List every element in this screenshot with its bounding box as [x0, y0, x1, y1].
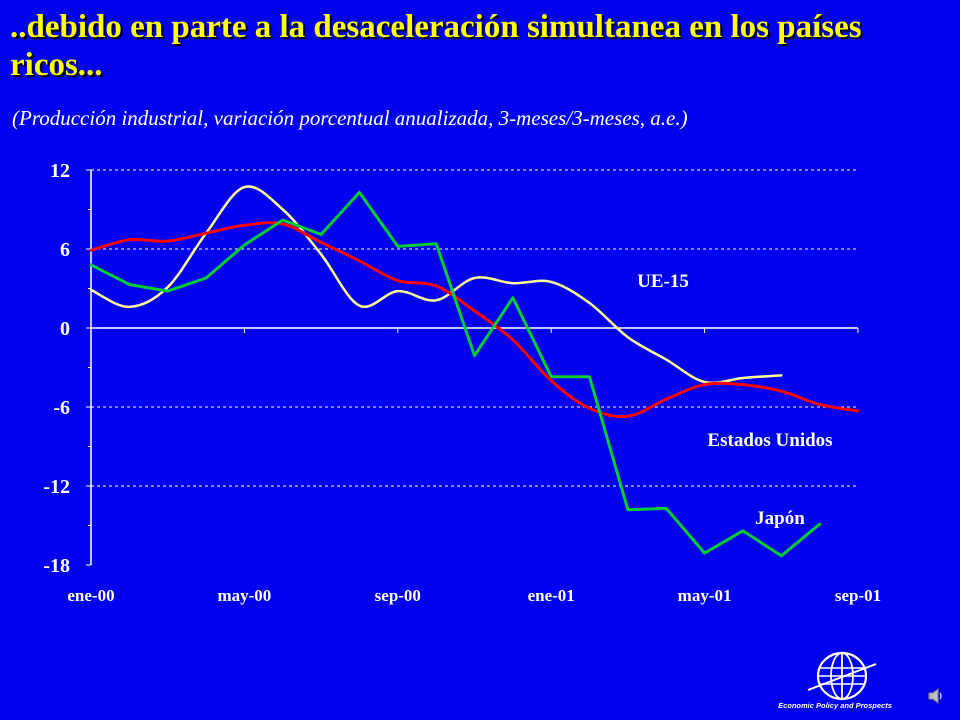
series-label-0: UE-15 [637, 271, 689, 292]
y-tick-label: -18 [43, 555, 70, 577]
chart-gridlines [91, 169, 858, 487]
speaker-icon[interactable] [926, 686, 946, 706]
y-axis-ticks: 12 6 0 -6 -12 -18 [43, 160, 91, 577]
world-bank-globe-icon [807, 651, 877, 701]
x-tick-label: ene-00 [67, 586, 114, 605]
logo-caption: Economic Policy and Prospects [778, 701, 892, 710]
series-line-2 [89, 190, 822, 558]
x-axis-ticks: ene-00 may-00 sep-00 ene-01 may-01 sep-01 [67, 328, 881, 605]
y-tick-label: 12 [50, 160, 70, 182]
chart-series-lines [89, 185, 860, 558]
x-tick-label: sep-00 [375, 586, 421, 605]
series-line-1 [89, 221, 860, 419]
y-tick-label: -12 [43, 476, 70, 498]
x-tick-label: may-00 [217, 586, 271, 605]
series-labels: UE-15 Estados Unidos Japón [637, 271, 832, 529]
x-tick-label: may-01 [678, 586, 732, 605]
x-tick-label: sep-01 [835, 586, 881, 605]
series-label-1: Estados Unidos [707, 430, 832, 451]
y-tick-label: 0 [60, 318, 70, 340]
x-tick-label: ene-01 [528, 586, 575, 605]
slide-subtitle: (Producción industrial, variación porcen… [12, 106, 688, 130]
slide-title: ..debido en parte a la desaceleración si… [10, 9, 862, 83]
series-label-2: Japón [755, 508, 805, 529]
chart-axes [90, 170, 858, 565]
y-tick-label: 6 [60, 239, 70, 261]
y-tick-label: -6 [53, 397, 70, 419]
